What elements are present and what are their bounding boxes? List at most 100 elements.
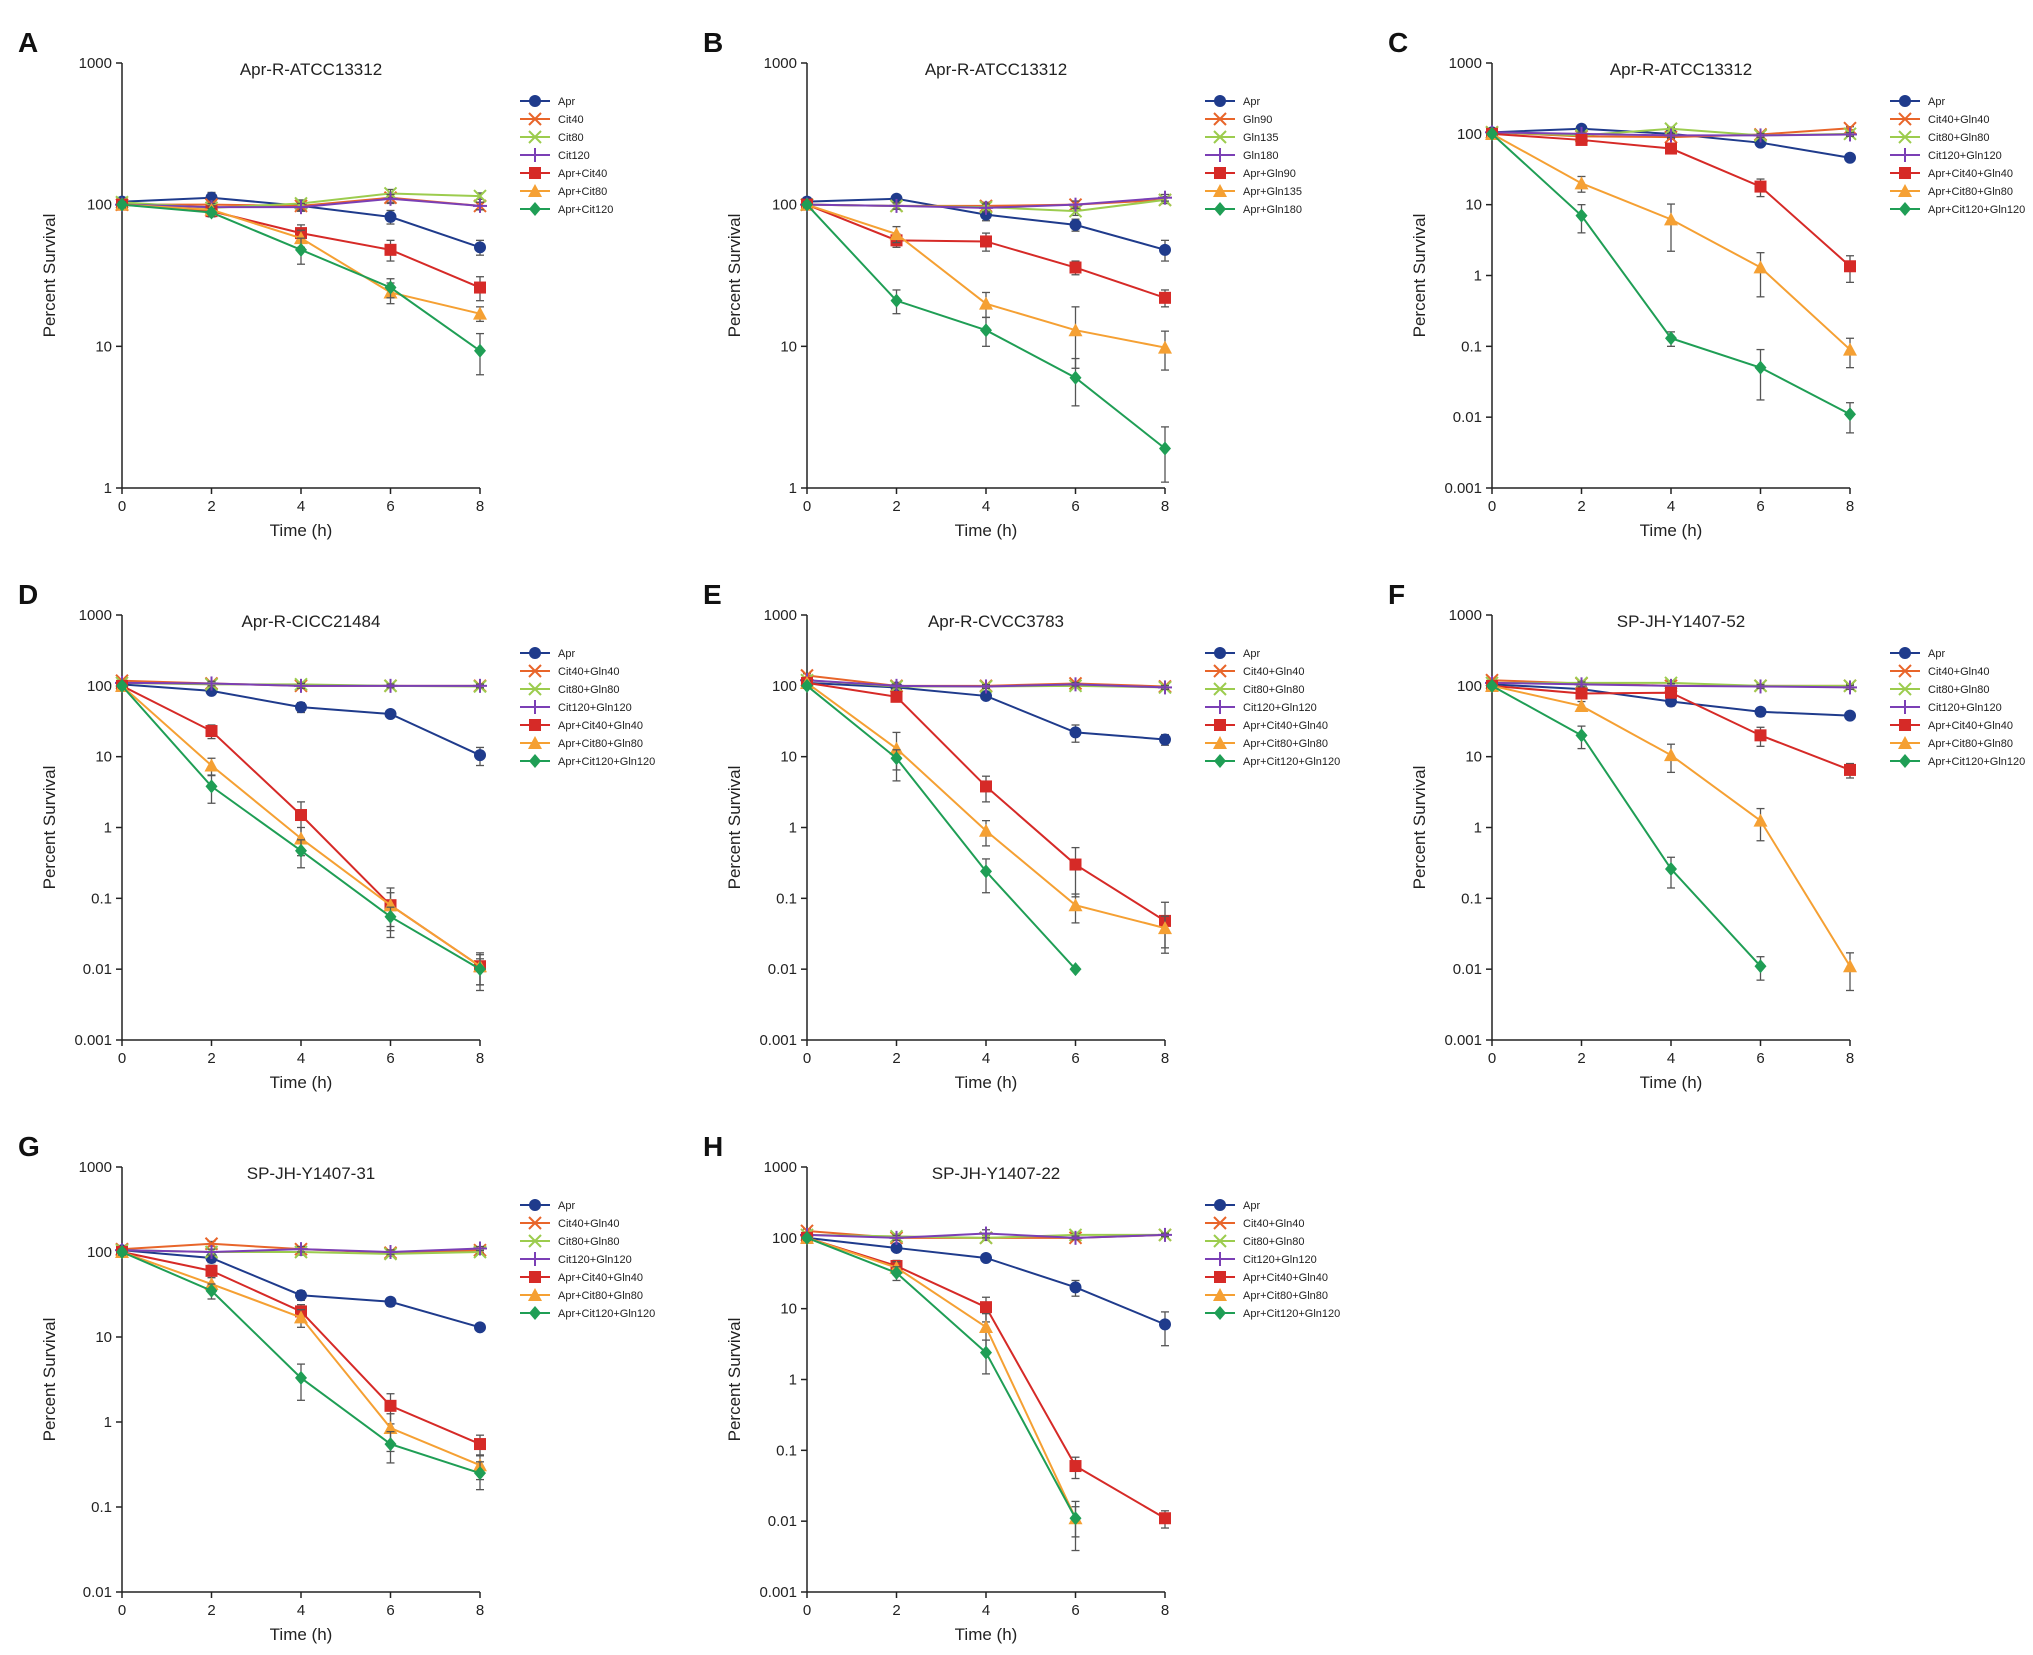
data-point xyxy=(1665,861,1677,876)
legend-item: Gln180 xyxy=(1205,148,1278,162)
y-tick-label: 1000 xyxy=(764,607,797,624)
y-tick-label: 0.01 xyxy=(83,1584,112,1601)
y-tick-label: 1 xyxy=(789,1372,797,1389)
x-tick-label: 4 xyxy=(982,1602,990,1619)
chart-panel-d: D Apr-R-CICC21484 0.001 0.01 0.1 1 10 100 1000 0 2… xyxy=(18,579,655,1092)
data-point xyxy=(383,1420,398,1434)
legend-item: Cit80+Gln80 xyxy=(520,1234,619,1248)
x-tick-label: 4 xyxy=(297,498,305,515)
legend-label: Apr xyxy=(1243,96,1260,108)
legend-marker xyxy=(1214,1271,1226,1283)
y-tick-label: 0.001 xyxy=(1444,1032,1482,1049)
legend-label: Apr xyxy=(1928,96,1945,108)
data-point xyxy=(1575,133,1588,146)
chart-title: Apr-R-CICC21484 xyxy=(242,612,381,631)
legend-marker xyxy=(1213,682,1227,696)
data-point xyxy=(1158,921,1172,935)
legend-label: Apr+Cit120+Gln120 xyxy=(1928,756,2025,768)
legend-marker xyxy=(1214,202,1226,216)
y-tick-label: 1000 xyxy=(79,607,112,624)
data-point xyxy=(979,1226,993,1241)
legend-label: Apr+Gln90 xyxy=(1243,168,1296,180)
legend-item: Apr+Cit120+Gln120 xyxy=(1205,754,1340,768)
legend-marker xyxy=(1213,148,1227,162)
legend-item: Cit40+Gln40 xyxy=(1205,1216,1304,1230)
x-tick-label: 6 xyxy=(1756,498,1764,515)
chart-panel-e: E Apr-R-CVCC3783 0.001 0.01 0.1 1 10 100 1000 0 2 4… xyxy=(703,579,1340,1092)
data-point xyxy=(205,1283,218,1298)
data-point xyxy=(204,758,219,772)
y-tick-label: 100 xyxy=(87,678,112,695)
legend-item: Apr+Cit80+Gln80 xyxy=(1205,736,1328,750)
data-point xyxy=(1843,959,1857,973)
y-tick-label: 0.001 xyxy=(74,1032,112,1049)
legend-label: Cit120 xyxy=(558,150,590,162)
series-apr-cit120-gln120 xyxy=(1486,126,1856,434)
series-apr-cit120-gln120 xyxy=(801,1230,1082,1538)
data-point xyxy=(1068,898,1083,912)
data-point xyxy=(979,823,993,837)
y-tick-label: 0.1 xyxy=(91,1499,112,1516)
legend-item: Apr+Cit80+Gln80 xyxy=(1205,1288,1328,1302)
data-point xyxy=(1753,260,1768,274)
data-point xyxy=(474,1466,486,1481)
series-apr-cit120 xyxy=(116,197,486,376)
series-apr xyxy=(116,1244,486,1334)
x-axis-label: Time (h) xyxy=(270,1073,333,1092)
panel-label: G xyxy=(18,1131,40,1162)
legend: Apr Cit40+Gln40 Cit80+Gln80 Cit120+Gln120 Ap… xyxy=(1205,1199,1340,1320)
x-tick-label: 2 xyxy=(207,1050,215,1067)
data-point xyxy=(890,690,903,703)
legend-label: Apr xyxy=(558,1200,575,1212)
x-tick-label: 2 xyxy=(207,498,215,515)
data-point xyxy=(295,242,307,257)
y-tick-label: 1 xyxy=(104,820,112,837)
y-axis-label: Percent Survival xyxy=(725,214,744,338)
legend-item: Apr+Cit80+Gln80 xyxy=(1890,736,2013,750)
legend: Apr Gln90 Gln135 Gln180 Apr+Gln90 Apr+Gln135 A… xyxy=(1205,95,1302,216)
legend-label: Apr xyxy=(1243,648,1260,660)
data-point xyxy=(1068,677,1083,692)
legend-marker xyxy=(528,1234,542,1248)
legend-label: Apr+Gln180 xyxy=(1243,204,1302,216)
legend-item: Cit120+Gln120 xyxy=(1890,700,2002,714)
legend-label: Apr xyxy=(1928,648,1945,660)
x-tick-label: 8 xyxy=(1161,1050,1169,1067)
y-tick-label: 10 xyxy=(95,749,112,766)
chart-panel-b: B Apr-R-ATCC13312 1 10 100 1000 0 2 4 6 8 Time (h) P… xyxy=(703,27,1302,540)
legend-item: Cit80+Gln80 xyxy=(520,682,619,696)
panel-label: B xyxy=(703,27,723,58)
legend-item: Apr xyxy=(1890,95,1945,108)
series-cit120-gln120 xyxy=(115,675,487,693)
data-point xyxy=(979,679,993,694)
y-tick-label: 1000 xyxy=(79,1159,112,1176)
data-point xyxy=(1574,176,1589,190)
x-tick-label: 4 xyxy=(297,1050,305,1067)
legend-marker xyxy=(528,700,542,714)
legend-label: Apr+Cit40+Gln40 xyxy=(1928,168,2013,180)
data-point xyxy=(204,1245,219,1259)
legend-item: Apr+Cit40+Gln40 xyxy=(1205,1271,1328,1284)
data-point xyxy=(116,197,128,212)
legend-item: Apr+Cit80+Gln80 xyxy=(520,1288,643,1302)
x-tick-label: 8 xyxy=(476,1602,484,1619)
x-tick-label: 8 xyxy=(1161,498,1169,515)
x-tick-label: 0 xyxy=(118,1602,126,1619)
legend-item: Cit80+Gln80 xyxy=(1890,682,1989,696)
x-tick-label: 6 xyxy=(1071,1602,1079,1619)
legend-marker xyxy=(529,1199,541,1211)
legend-marker xyxy=(528,184,542,197)
series-apr xyxy=(801,1231,1171,1347)
series-apr-cit40-gln40 xyxy=(116,1246,486,1457)
chart-title: Apr-R-ATCC13312 xyxy=(1610,60,1752,79)
data-point xyxy=(383,898,398,912)
legend-label: Apr+Cit40+Gln40 xyxy=(1928,720,2013,732)
data-point xyxy=(474,962,486,977)
legend-marker xyxy=(528,148,542,162)
x-tick-label: 2 xyxy=(1577,1050,1585,1067)
data-point xyxy=(384,708,397,721)
legend-label: Apr+Cit80+Gln80 xyxy=(1928,738,2013,750)
legend-item: Apr+Cit80 xyxy=(520,184,607,198)
x-axis-label: Time (h) xyxy=(1640,521,1703,540)
